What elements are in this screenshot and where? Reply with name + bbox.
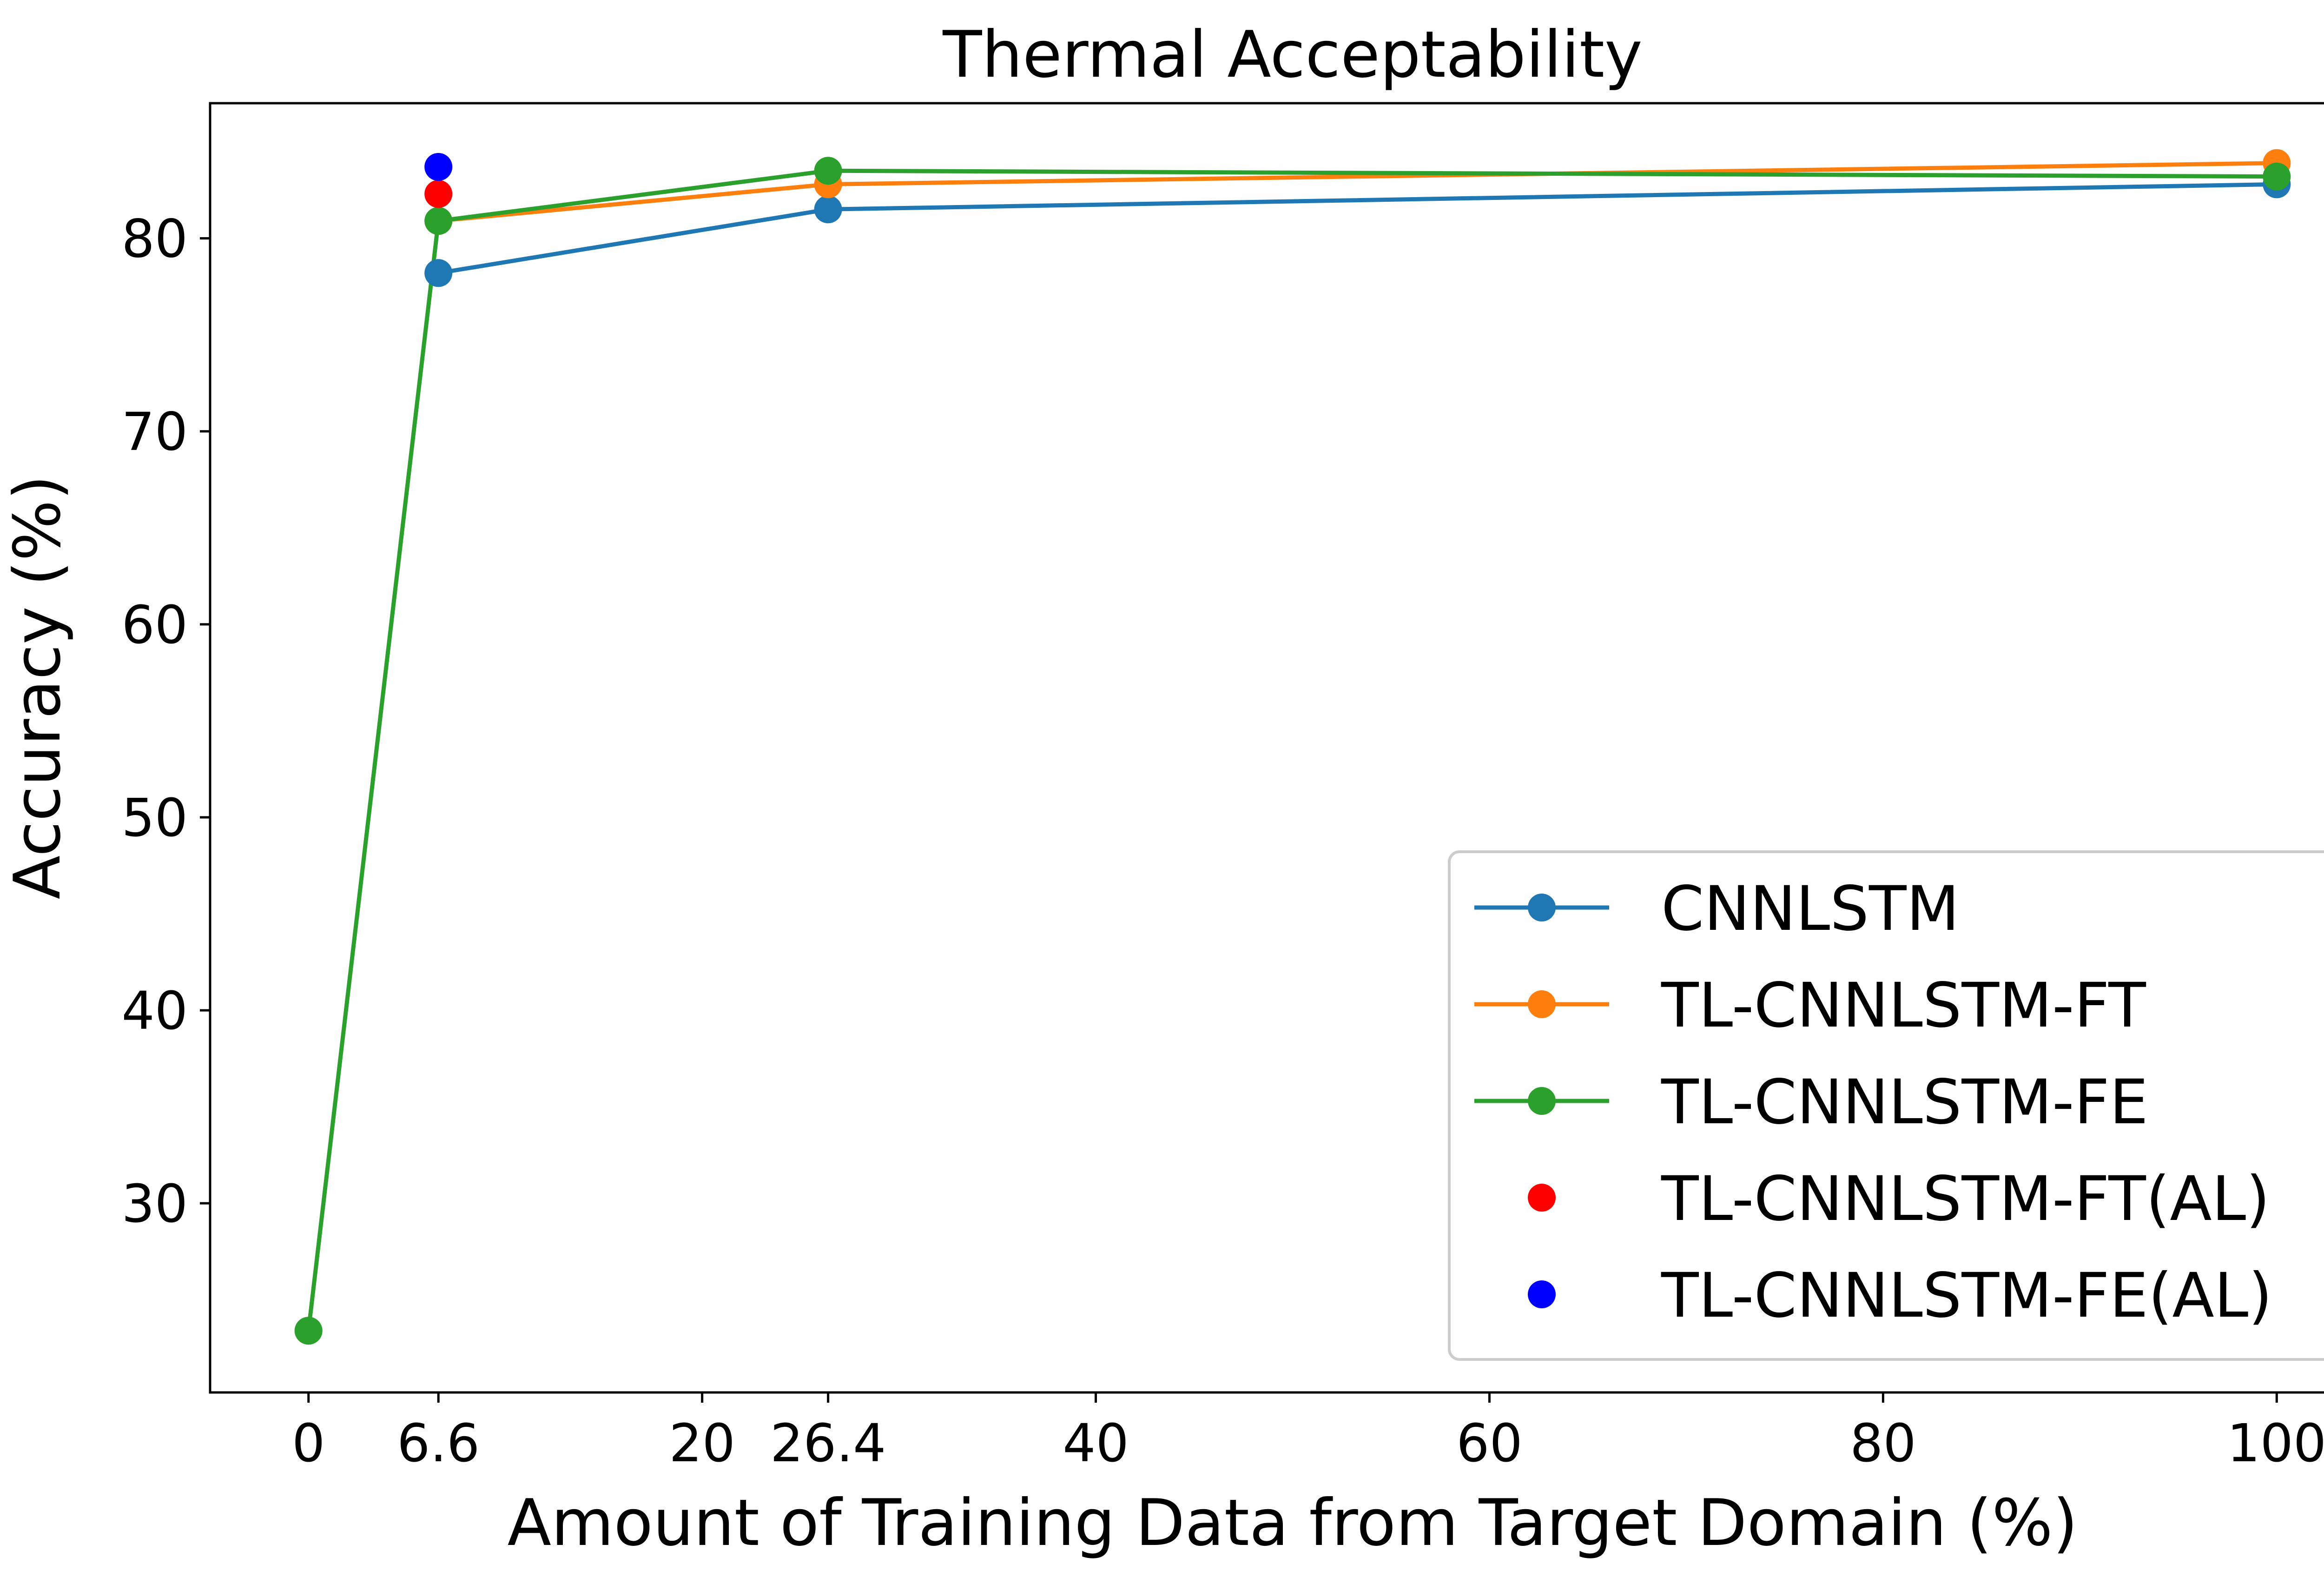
x-tick-label: 100 [2227,1413,2324,1474]
x-tick-label: 80 [1850,1413,1916,1474]
x-tick-label: 40 [1063,1413,1129,1474]
y-tick-label: 60 [121,595,188,656]
legend-swatch-marker [1528,1087,1556,1115]
data-point-cnnlstm [424,259,453,287]
data-point-tl-cnnlstm-fe [2263,162,2291,191]
y-tick-label: 40 [121,981,188,1041]
x-tick-label: 26.4 [770,1413,886,1474]
legend-label: TL-CNNLSTM-FE [1661,1067,2148,1138]
legend-box [1448,850,2324,1361]
legend-swatch-marker [1528,894,1556,921]
data-point-tl-cnnlstm-ft-al [424,180,453,208]
x-tick-label: 60 [1456,1413,1523,1474]
y-tick-label: 50 [121,788,188,848]
legend-item-cnnlstm: CNNLSTM [1474,873,1960,945]
y-axis: 30 40 50 60 70 80 [121,209,210,1234]
legend-item-tl-cnnlstm-fe: TL-CNNLSTM-FE [1474,1067,2148,1138]
y-tick-label: 70 [121,402,188,463]
data-point-tl-cnnlstm-fe [814,157,842,185]
legend-label: TL-CNNLSTM-FT(AL) [1661,1163,2270,1235]
x-axis-label: Amount of Training Data from Target Doma… [508,1485,2078,1560]
legend-label: CNNLSTM [1661,873,1960,945]
data-point-tl-cnnlstm-fe-al [424,153,453,181]
legend-label: TL-CNNLSTM-FT [1661,970,2146,1041]
legend-swatch-marker [1528,990,1556,1018]
data-point-tl-cnnlstm-fe [424,207,453,235]
y-axis-label: Accuracy (%) [0,475,75,900]
legend-item-tl-cnnlstm-ft: TL-CNNLSTM-FT [1474,970,2146,1041]
legend-item-tl-cnnlstm-ft-al: TL-CNNLSTM-FT(AL) [1528,1163,2270,1235]
legend-item-tl-cnnlstm-fe-al: TL-CNNLSTM-FE(AL) [1528,1260,2272,1332]
y-tick-label: 30 [121,1174,188,1234]
x-tick-label: 20 [669,1413,735,1474]
plot-area [209,102,2324,1394]
x-tick-label: 0 [292,1413,325,1474]
series-line-tl-cnnlstm-fe [306,168,2277,1331]
legend-label: TL-CNNLSTM-FE(AL) [1661,1260,2272,1332]
data-point-cnnlstm [814,195,842,224]
y-tick-label: 80 [121,209,188,270]
x-axis: 0 6.6 20 26.4 40 60 80 100 [292,1392,2324,1474]
legend-swatch-marker [1528,1184,1556,1212]
chart-title: Thermal Acceptability [942,17,1642,92]
x-tick-label: 6.6 [397,1413,480,1474]
legend: CNNLSTM TL-CNNLSTM-FT TL-CNNLSTM-FE TL-CNNL… [1448,850,2324,1361]
data-point-tl-cnnlstm-fe [294,1317,323,1345]
legend-swatch-marker [1528,1280,1556,1308]
plot-frame [209,102,2324,1394]
